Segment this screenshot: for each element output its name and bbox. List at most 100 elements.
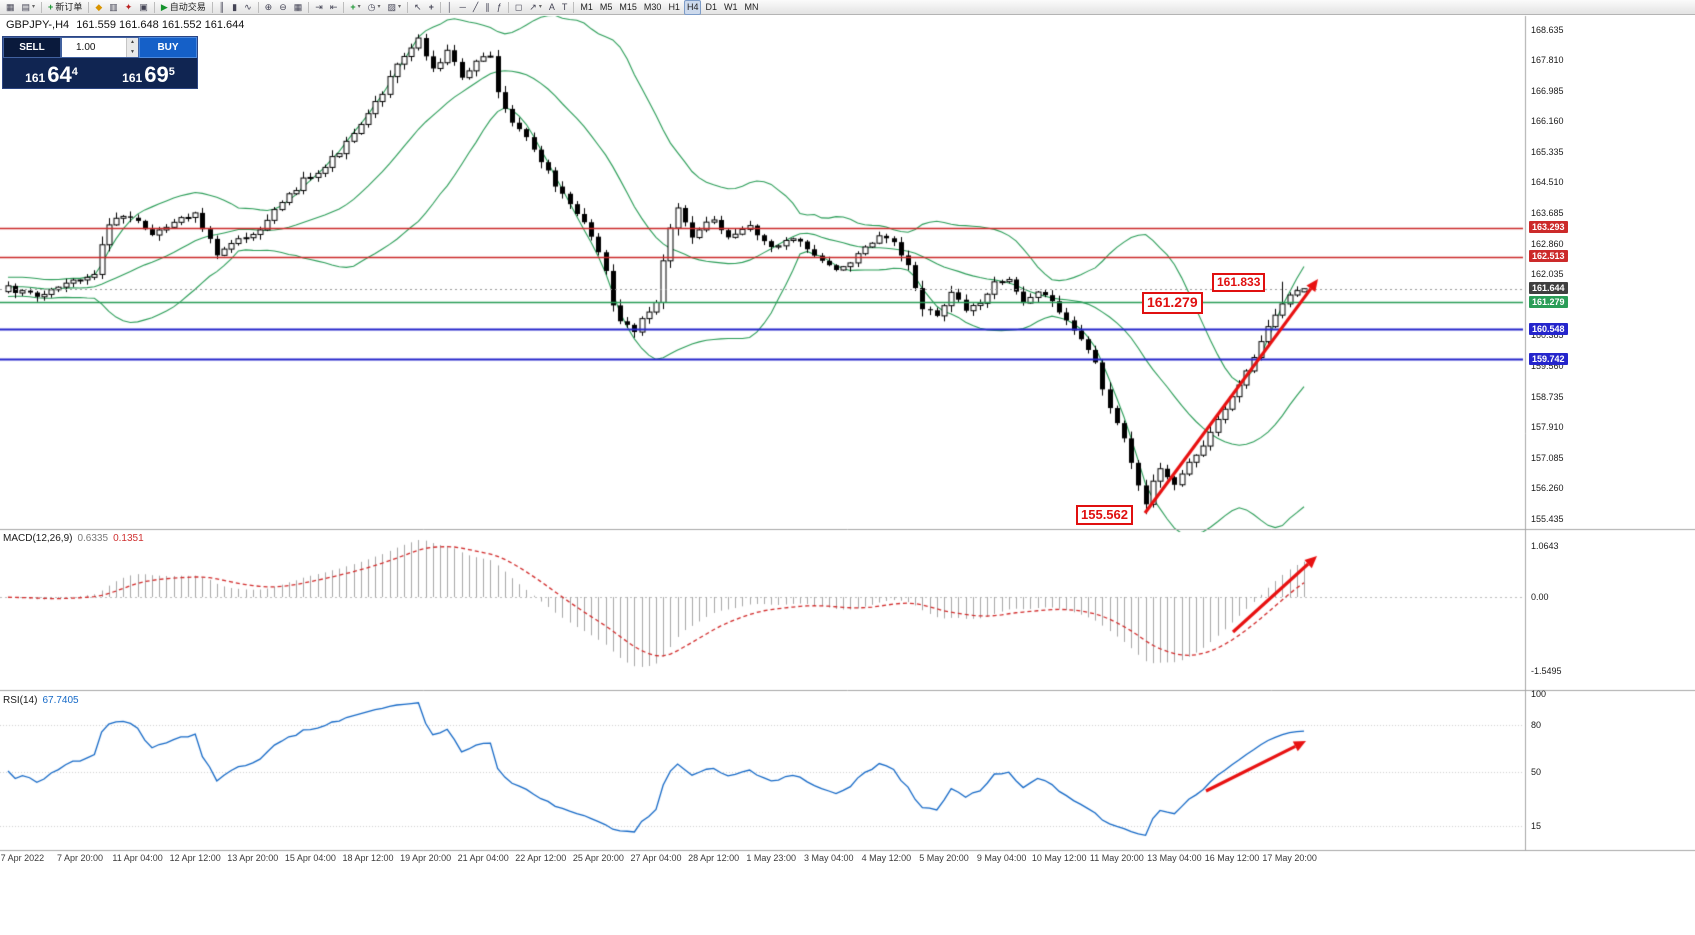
- macd-axis-tick: -1.5495: [1531, 665, 1562, 676]
- trade-panel-controls: SELL ▲ ▼ BUY: [3, 37, 197, 58]
- bid-pip-digit: 4: [71, 66, 78, 78]
- toolbar-autotrading[interactable]: ▶ 自动交易: [158, 0, 209, 15]
- toolbar-templates[interactable]: ▨ ▾: [385, 0, 405, 15]
- toolbar-indicators[interactable]: + ▾: [347, 0, 363, 15]
- toolbar-tf-m1[interactable]: M1: [577, 0, 596, 15]
- ask-pip-digit: 5: [168, 66, 175, 78]
- toolbar-separator: [211, 1, 213, 13]
- toolbar-vertical-line[interactable]: │: [444, 0, 456, 15]
- toolbar-zoom-out[interactable]: ⊖: [276, 0, 290, 15]
- toolbar-data-window[interactable]: ▥: [106, 0, 121, 15]
- price-axis-tick: 160.385: [1531, 330, 1564, 341]
- indicators-icon: +: [350, 1, 356, 12]
- chart-shift-icon: ⇤: [329, 1, 338, 12]
- macd-signal-value: 0.1351: [113, 533, 144, 544]
- toolbar-auto-scroll[interactable]: ⇥: [312, 0, 326, 15]
- bid-big-digits: 64: [47, 62, 72, 87]
- shapes-icon: ◻: [514, 1, 523, 12]
- periods-dropdown[interactable]: ▾: [377, 3, 381, 10]
- toolbar-shapes[interactable]: ◻: [512, 0, 525, 15]
- toolbar-tf-m15[interactable]: M15: [616, 0, 640, 15]
- navigator-icon: ✦: [124, 1, 133, 12]
- price-axis-tick: 157.910: [1531, 422, 1564, 433]
- toolbar-chart-shift[interactable]: ⇤: [327, 0, 341, 15]
- price-axis-tick: 165.335: [1531, 146, 1564, 157]
- toolbar-tf-d1[interactable]: D1: [702, 0, 720, 15]
- toolbar-zoom-in[interactable]: ⊕: [262, 0, 276, 15]
- toolbar-separator: [343, 1, 345, 13]
- tf-d1-label: D1: [705, 1, 717, 12]
- volume-input[interactable]: [62, 38, 126, 57]
- toolbar-tf-h4[interactable]: H4: [683, 0, 702, 15]
- toolbar-trendline[interactable]: ╱: [470, 0, 481, 15]
- toolbar-tile-windows[interactable]: ▦: [291, 0, 306, 15]
- bid-prefix: 161: [25, 71, 46, 85]
- toolbar-text-label[interactable]: T: [559, 0, 571, 15]
- cursor-icon: ↖: [414, 1, 422, 12]
- toolbar-new-chart[interactable]: ▦: [3, 0, 18, 15]
- toolbar-tf-mn[interactable]: MN: [741, 0, 761, 15]
- price-annotation[interactable]: 155.562: [1076, 504, 1133, 525]
- toolbar-chart-candlesticks[interactable]: ▮: [229, 0, 240, 15]
- toolbar-terminal[interactable]: ▣: [136, 0, 151, 15]
- text-icon: A: [548, 1, 555, 12]
- time-axis-tick: 16 May 12:00: [1204, 853, 1260, 863]
- arrows-tool-dropdown[interactable]: ▾: [538, 3, 542, 10]
- price-axis-tick: 166.985: [1531, 85, 1564, 96]
- toolbar-periods[interactable]: ◷ ▾: [365, 0, 384, 15]
- sell-button[interactable]: SELL: [3, 37, 61, 58]
- tf-mn-label: MN: [744, 1, 759, 12]
- price-level-label: 163.293: [1529, 221, 1568, 234]
- auto-scroll-icon: ⇥: [315, 1, 323, 12]
- time-axis-tick: 1 May 23:00: [746, 853, 796, 863]
- templates-dropdown[interactable]: ▾: [398, 3, 402, 10]
- toolbar-tf-m30[interactable]: M30: [641, 0, 665, 15]
- symbol-period-label: GBPJPY-,H4: [6, 19, 70, 31]
- time-axis-tick: 11 May 20:00: [1089, 853, 1144, 863]
- time-axis-tick: 28 Apr 12:00: [688, 853, 740, 863]
- tf-m1-label: M1: [580, 1, 593, 12]
- toolbar-new-order[interactable]: + 新订单: [45, 0, 85, 15]
- volume-increase-button[interactable]: ▲: [127, 38, 138, 48]
- price-annotation[interactable]: 161.833: [1212, 272, 1266, 292]
- time-axis-tick: 17 May 20:00: [1262, 853, 1317, 863]
- volume-decrease-button[interactable]: ▼: [127, 47, 138, 57]
- time-axis-tick: 13 Apr 20:00: [227, 853, 279, 863]
- tf-m5-label: M5: [599, 1, 613, 12]
- toolbar-tf-m5[interactable]: M5: [597, 0, 616, 15]
- rsi-axis-tick: 80: [1531, 720, 1542, 730]
- rsi-indicator-label: RSI(14) 67.7405: [3, 695, 79, 706]
- toolbar-tf-h1[interactable]: H1: [665, 0, 683, 15]
- vertical-line-icon: │: [446, 1, 453, 12]
- toolbar-text[interactable]: A: [546, 0, 558, 15]
- toolbar-fibonacci-retracement[interactable]: ƒ: [494, 0, 505, 15]
- toolbar-tf-w1[interactable]: W1: [721, 0, 741, 15]
- chart-profiles-dropdown[interactable]: ▾: [32, 3, 36, 10]
- rsi-name: RSI(14): [3, 695, 38, 706]
- toolbar-arrows-tool[interactable]: ↗ ▾: [526, 0, 545, 15]
- toolbar-equidistant-channel[interactable]: ∥: [482, 0, 493, 15]
- tf-m30-label: M30: [643, 1, 662, 12]
- time-axis-tick: 4 May 12:00: [861, 853, 912, 863]
- toolbar-chart-profiles[interactable]: ▤ ▾: [19, 0, 39, 15]
- tile-windows-icon: ▦: [293, 1, 303, 12]
- time-axis-tick: 3 May 04:00: [804, 853, 854, 863]
- toolbar-separator: [153, 1, 155, 13]
- price-annotation[interactable]: 161.279: [1142, 292, 1203, 314]
- buy-button[interactable]: BUY: [139, 37, 197, 58]
- indicators-dropdown[interactable]: ▾: [357, 3, 361, 10]
- toolbar-crosshair[interactable]: +: [426, 0, 437, 15]
- volume-steppers: ▲ ▼: [126, 38, 138, 57]
- toolbar-navigator[interactable]: ✦: [122, 0, 136, 15]
- time-axis-tick: 15 Apr 04:00: [284, 853, 336, 863]
- price-axis-tick: 159.560: [1531, 360, 1564, 371]
- toolbar-horizontal-line[interactable]: ─: [456, 0, 468, 15]
- toolbar-cursor[interactable]: ↖: [411, 0, 425, 15]
- toolbar-chart-line[interactable]: ∿: [241, 0, 255, 15]
- time-axis-tick: 7 Apr 20:00: [56, 853, 104, 863]
- toolbar-chart-bars[interactable]: ║: [216, 0, 228, 15]
- volume-input-group: ▲ ▼: [61, 37, 139, 58]
- toolbar-market-watch[interactable]: ◆: [92, 0, 105, 15]
